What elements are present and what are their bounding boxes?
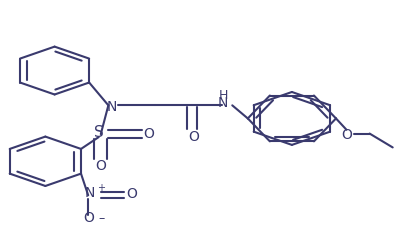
- Text: N: N: [107, 100, 117, 114]
- Text: H: H: [218, 89, 228, 102]
- Text: O: O: [144, 127, 155, 141]
- Text: –: –: [99, 212, 105, 225]
- Text: N: N: [85, 186, 95, 200]
- Text: O: O: [126, 187, 137, 201]
- Text: N: N: [218, 96, 228, 110]
- Text: O: O: [84, 211, 94, 226]
- Text: S: S: [94, 125, 104, 140]
- Text: O: O: [95, 159, 106, 173]
- Text: O: O: [188, 130, 199, 144]
- Text: O: O: [341, 128, 352, 142]
- Text: +: +: [97, 183, 105, 193]
